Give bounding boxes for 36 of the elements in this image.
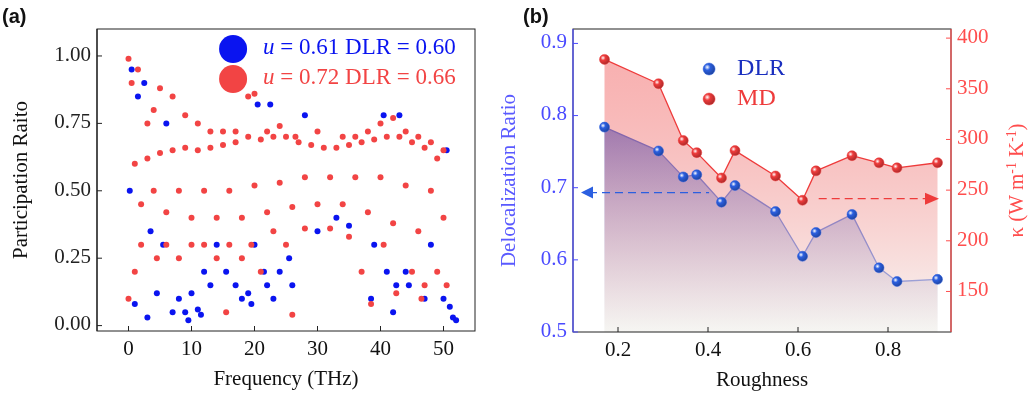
legend-label: DLR [737,53,786,80]
y-tick-label: 1.00 [54,41,91,66]
x-tick-label: 10 [181,336,202,360]
y2-tick-label: 250 [957,175,989,200]
legend-label: u = 0.72 DLR = 0.66 [263,64,456,90]
y2-tick-label: 200 [957,226,989,251]
y-axis-title: Delocalization Ratio [496,93,520,268]
chart-title: (a) [2,5,27,27]
y2-tick-label: 350 [957,74,989,99]
legend-label: u = 0.61 DLR = 0.60 [263,34,456,60]
y-tick-label: 0.8 [540,101,567,126]
y-tick-label: 0.7 [540,173,567,198]
y-tick-label: 0.00 [54,311,91,336]
y2-tick-label: 300 [957,125,989,150]
x-axis-title: Frequency (THz) [213,366,359,390]
x-tick-label: 50 [433,336,454,360]
x-tick-label: 20 [244,336,265,360]
y-tick-label: 0.50 [54,176,91,201]
legend-label: MD [737,83,776,110]
x-tick-label: 0.8 [874,337,902,361]
y-tick-label: 0.9 [540,29,567,54]
x-tick-label: 0 [123,336,134,360]
y-tick-label: 0.6 [540,245,567,270]
x-tick-label: 0.2 [604,337,632,361]
y2-tick-label: 400 [957,23,989,48]
y-axis-title: Participation Raito [8,100,32,260]
y-tick-label: 0.25 [54,244,91,269]
x-tick-label: 40 [370,336,391,360]
chart-title: (b) [523,5,549,27]
y-tick-label: 0.5 [540,317,567,342]
y2-tick-label: 150 [957,277,989,302]
x-tick-label: 30 [307,336,328,360]
x-axis-title: Roughness [715,367,809,391]
y-tick-label: 0.75 [54,109,91,134]
x-tick-label: 0.6 [784,337,812,361]
x-tick-label: 0.4 [694,337,722,361]
